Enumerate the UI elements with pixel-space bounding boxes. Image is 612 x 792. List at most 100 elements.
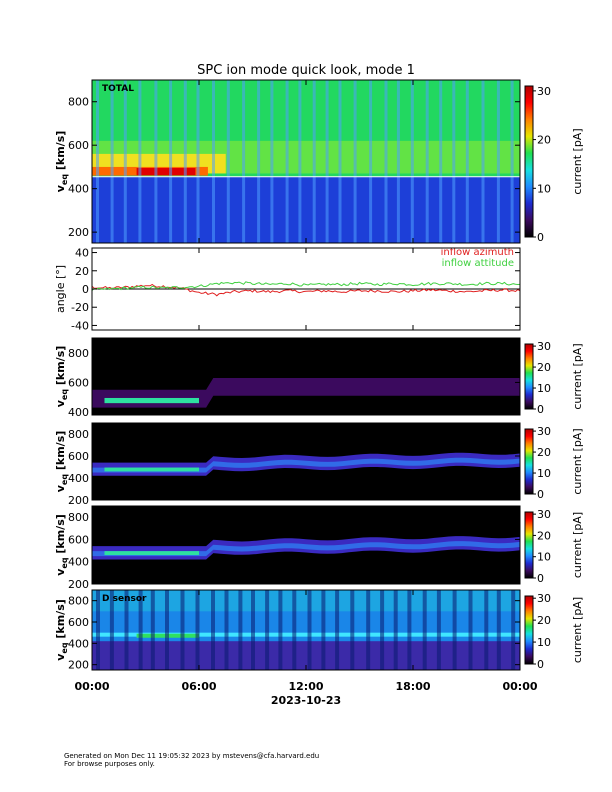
heatmap-stripe bbox=[422, 590, 427, 670]
colorbar-label: current [pA] bbox=[571, 597, 584, 663]
spectrogram-panel-5 bbox=[92, 590, 520, 670]
y-tick-label: 600 bbox=[68, 139, 89, 152]
heatmap-stripe bbox=[138, 590, 143, 670]
chart-title: SPC ion mode quick look, mode 1 bbox=[197, 63, 415, 78]
y-tick-label: 600 bbox=[68, 450, 89, 463]
y-tick-label: 600 bbox=[68, 616, 89, 629]
heatmap-lower bbox=[92, 176, 520, 243]
colorbar-tick-label: 0 bbox=[537, 658, 544, 671]
heatmap-stripe bbox=[211, 590, 215, 670]
heatmap-stripe bbox=[312, 80, 316, 243]
heatmap-stripe bbox=[407, 590, 412, 670]
colorbar-label: current [pA] bbox=[571, 128, 584, 194]
heatmap-stripe bbox=[307, 590, 312, 670]
heatmap-stripe bbox=[292, 590, 297, 670]
heatmap-stripe bbox=[350, 590, 355, 670]
y-axis-label: veq [km/s] bbox=[54, 431, 69, 493]
heatmap-stripe bbox=[96, 80, 99, 243]
panel-label: D sensor bbox=[102, 594, 147, 604]
heatmap-stripe bbox=[265, 590, 270, 670]
colorbar-tick-label: 0 bbox=[537, 231, 544, 244]
y-tick-label: 400 bbox=[68, 472, 89, 485]
axes-panel-0: 200 400 600 800 veq [km/s] TOTAL 0 10 20 30 curren… bbox=[54, 79, 584, 244]
x-tick-label: 06:00 bbox=[181, 680, 216, 693]
y-tick-label: -20 bbox=[71, 301, 89, 314]
heatmap-stripe bbox=[226, 80, 230, 243]
colorbar-tick-label: 10 bbox=[537, 467, 551, 480]
colorbar-label: current [pA] bbox=[571, 428, 584, 494]
colorbar-tick-label: 30 bbox=[537, 340, 551, 353]
colorbar-tick-label: 0 bbox=[537, 572, 544, 585]
heatmap-stripe bbox=[123, 80, 127, 243]
spectrogram-panel-2 bbox=[92, 338, 520, 415]
y-tick-label: -40 bbox=[71, 319, 89, 332]
heatmap-stripe bbox=[298, 80, 302, 243]
colorbar-gradient bbox=[524, 85, 534, 238]
y-axis-label: angle [°] bbox=[54, 265, 67, 313]
axes-panel-1: -40 -20 0 20 40 angle [°] bbox=[54, 247, 521, 332]
y-tick-label: 400 bbox=[68, 406, 89, 419]
heatmap-stripe bbox=[468, 590, 473, 670]
heatmap-stripe bbox=[150, 590, 155, 670]
colorbar-tick-label: 20 bbox=[537, 134, 551, 147]
y-tick-label: 20 bbox=[75, 265, 89, 278]
colorbar-tick-label: 30 bbox=[537, 508, 551, 521]
heatmap-stripe bbox=[110, 80, 114, 243]
heatmap-stripe bbox=[242, 80, 246, 243]
colorbar: 0 10 20 30 current [pA] bbox=[524, 592, 584, 671]
heatmap-stripe bbox=[496, 80, 500, 243]
series-line-1 bbox=[91, 281, 521, 291]
spectrogram-panel-4 bbox=[92, 506, 520, 584]
y-tick-label: 400 bbox=[68, 556, 89, 569]
y-axis-label: veq [km/s] bbox=[54, 599, 69, 661]
heatmap-stripe bbox=[439, 80, 443, 243]
colorbar-tick-label: 30 bbox=[537, 85, 551, 98]
y-tick-label: 800 bbox=[68, 96, 89, 109]
heatmap-stripe bbox=[511, 590, 516, 670]
heatmap-stripe bbox=[278, 590, 283, 670]
heatmap-stripe bbox=[425, 80, 429, 243]
colorbar-gradient bbox=[524, 511, 534, 579]
heatmap-stripe bbox=[138, 80, 142, 243]
y-axis-label: veq [km/s] bbox=[54, 346, 69, 408]
colorbar-gradient bbox=[524, 343, 534, 410]
y-tick-label: 800 bbox=[68, 595, 89, 608]
x-tick-label: 00:00 bbox=[74, 680, 109, 693]
x-tick-label: 00:00 bbox=[502, 680, 537, 693]
heatmap-stripe bbox=[109, 590, 114, 670]
colorbar-tick-label: 10 bbox=[537, 636, 551, 649]
heatmap-stripe bbox=[183, 80, 187, 243]
heatmap-stripe bbox=[325, 80, 329, 243]
y-tick-label: 200 bbox=[68, 494, 89, 507]
colorbar-tick-label: 10 bbox=[537, 182, 551, 195]
heatmap-stripe bbox=[212, 80, 215, 243]
heatmap-stripe bbox=[393, 590, 398, 670]
y-tick-label: 200 bbox=[68, 226, 89, 239]
y-axis-label: veq [km/s] bbox=[54, 514, 69, 576]
heatmap-stripe bbox=[224, 590, 229, 670]
y-tick-label: 40 bbox=[75, 247, 89, 260]
colorbar-tick-label: 0 bbox=[537, 488, 544, 501]
colorbar-tick-label: 0 bbox=[537, 403, 544, 416]
colorbar-gradient bbox=[524, 595, 534, 665]
colorbar-tick-label: 20 bbox=[537, 529, 551, 542]
heatmap-stripe bbox=[481, 80, 485, 243]
heatmap-core-early bbox=[104, 467, 199, 472]
colorbar: 0 10 20 30 current [pA] bbox=[524, 340, 584, 416]
x-tick-label: 12:00 bbox=[288, 680, 323, 693]
colorbar-label: current [pA] bbox=[571, 512, 584, 578]
heatmap-stripe bbox=[452, 590, 457, 670]
colorbar: 0 10 20 30 current [pA] bbox=[524, 425, 584, 501]
colorbar-tick-label: 10 bbox=[537, 551, 551, 564]
series-line-0 bbox=[91, 283, 521, 297]
heatmap-stripe bbox=[154, 80, 158, 243]
y-tick-label: 600 bbox=[68, 376, 89, 389]
heatmap-stripe bbox=[465, 80, 469, 243]
heatmap-stripe bbox=[335, 590, 340, 670]
heatmap-stripe bbox=[410, 80, 414, 243]
